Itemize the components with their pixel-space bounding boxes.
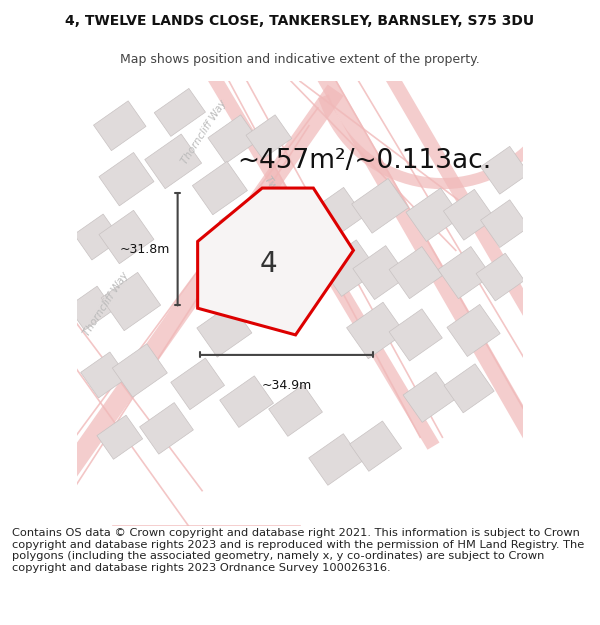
Polygon shape <box>481 200 529 248</box>
Polygon shape <box>97 415 143 459</box>
Polygon shape <box>353 246 407 299</box>
Polygon shape <box>307 188 364 242</box>
Polygon shape <box>389 246 442 299</box>
Polygon shape <box>406 188 461 241</box>
Polygon shape <box>68 286 114 330</box>
Polygon shape <box>246 115 292 159</box>
Polygon shape <box>74 214 121 260</box>
Polygon shape <box>350 421 401 471</box>
Polygon shape <box>389 309 442 361</box>
Polygon shape <box>197 247 251 298</box>
Polygon shape <box>444 364 494 413</box>
Polygon shape <box>309 434 362 485</box>
Text: Contains OS data © Crown copyright and database right 2021. This information is : Contains OS data © Crown copyright and d… <box>12 528 584 573</box>
Polygon shape <box>193 161 247 215</box>
Text: ~34.9m: ~34.9m <box>262 379 312 392</box>
Polygon shape <box>208 115 259 163</box>
Polygon shape <box>80 352 128 398</box>
Text: ~31.8m: ~31.8m <box>119 242 170 256</box>
Polygon shape <box>171 358 224 409</box>
Text: 4: 4 <box>260 250 278 278</box>
Polygon shape <box>220 376 274 428</box>
Polygon shape <box>320 240 378 296</box>
Polygon shape <box>99 152 154 206</box>
Polygon shape <box>481 146 529 194</box>
Polygon shape <box>154 88 205 136</box>
Polygon shape <box>447 304 500 356</box>
Polygon shape <box>112 344 167 398</box>
Text: Map shows position and indicative extent of the property.: Map shows position and indicative extent… <box>120 53 480 66</box>
Polygon shape <box>140 402 193 454</box>
Polygon shape <box>219 197 274 251</box>
Polygon shape <box>476 253 524 301</box>
Polygon shape <box>269 385 322 436</box>
Polygon shape <box>94 101 146 151</box>
Text: ~457m²/~0.113ac.: ~457m²/~0.113ac. <box>238 148 492 174</box>
Polygon shape <box>145 134 202 189</box>
Polygon shape <box>101 272 161 331</box>
Polygon shape <box>347 302 405 359</box>
Polygon shape <box>99 210 154 264</box>
Text: Thorncliff Way: Thorncliff Way <box>82 270 131 338</box>
Polygon shape <box>438 246 491 299</box>
Polygon shape <box>197 188 353 335</box>
Text: Thorncliff Way: Thorncliff Way <box>180 99 229 166</box>
Polygon shape <box>443 189 495 240</box>
Polygon shape <box>352 179 409 233</box>
Text: 4, TWELVE LANDS CLOSE, TANKERSLEY, BARNSLEY, S75 3DU: 4, TWELVE LANDS CLOSE, TANKERSLEY, BARNS… <box>65 14 535 28</box>
Polygon shape <box>197 304 252 357</box>
Text: Twelve Lands Close: Twelve Lands Close <box>262 175 329 264</box>
Polygon shape <box>403 372 455 423</box>
